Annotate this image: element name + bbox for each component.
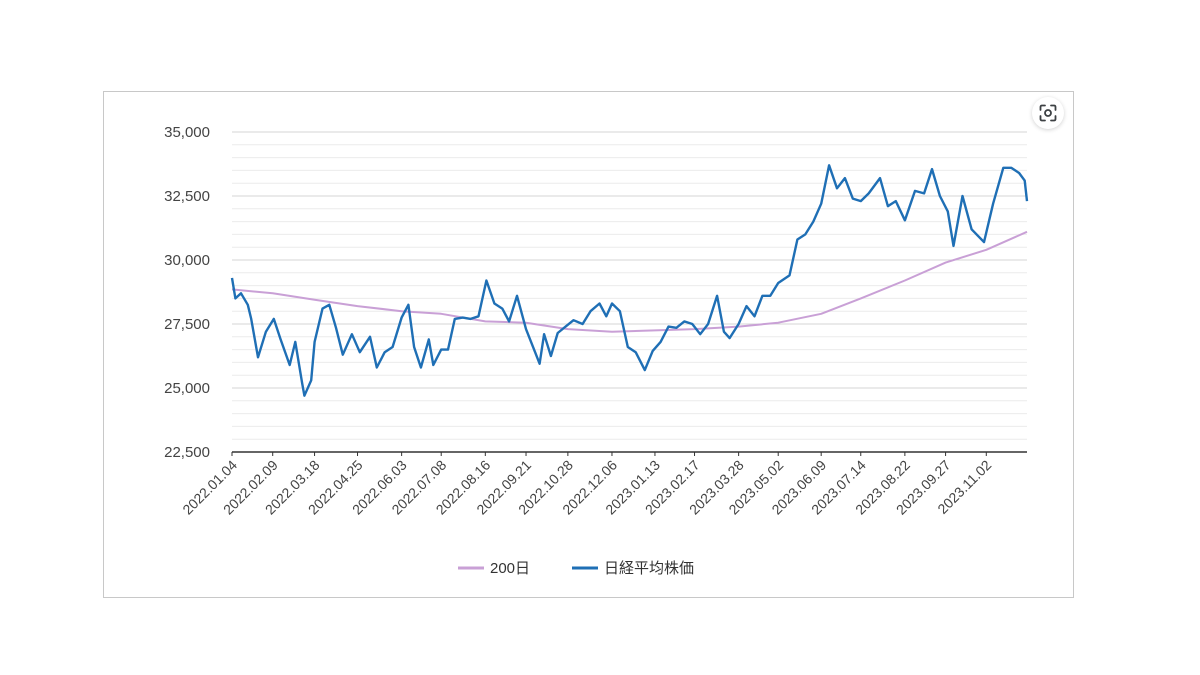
legend: 200日 日経平均株価 [458,560,694,577]
y-axis: 22,500 25,000 27,500 30,000 32,500 35,000 [164,124,210,461]
lens-button[interactable] [1032,97,1064,129]
series-line-200day [231,230,1028,333]
lens-scan-icon [1039,104,1057,122]
legend-label: 200日 [490,560,530,577]
x-axis: 2022.01.042022.02.092022.03.182022.04.25… [179,452,995,518]
grid [232,131,1027,453]
series-line-nikkei [230,164,1029,397]
legend-label: 日経平均株価 [604,560,694,577]
y-tick-label: 35,000 [164,124,210,141]
y-tick-label: 30,000 [164,252,210,269]
y-tick-label: 32,500 [164,188,210,205]
series-layer [230,164,1029,397]
y-tick-label: 22,500 [164,444,210,461]
y-tick-label: 27,500 [164,316,210,333]
chart-frame [103,91,1074,598]
y-tick-label: 25,000 [164,380,210,397]
